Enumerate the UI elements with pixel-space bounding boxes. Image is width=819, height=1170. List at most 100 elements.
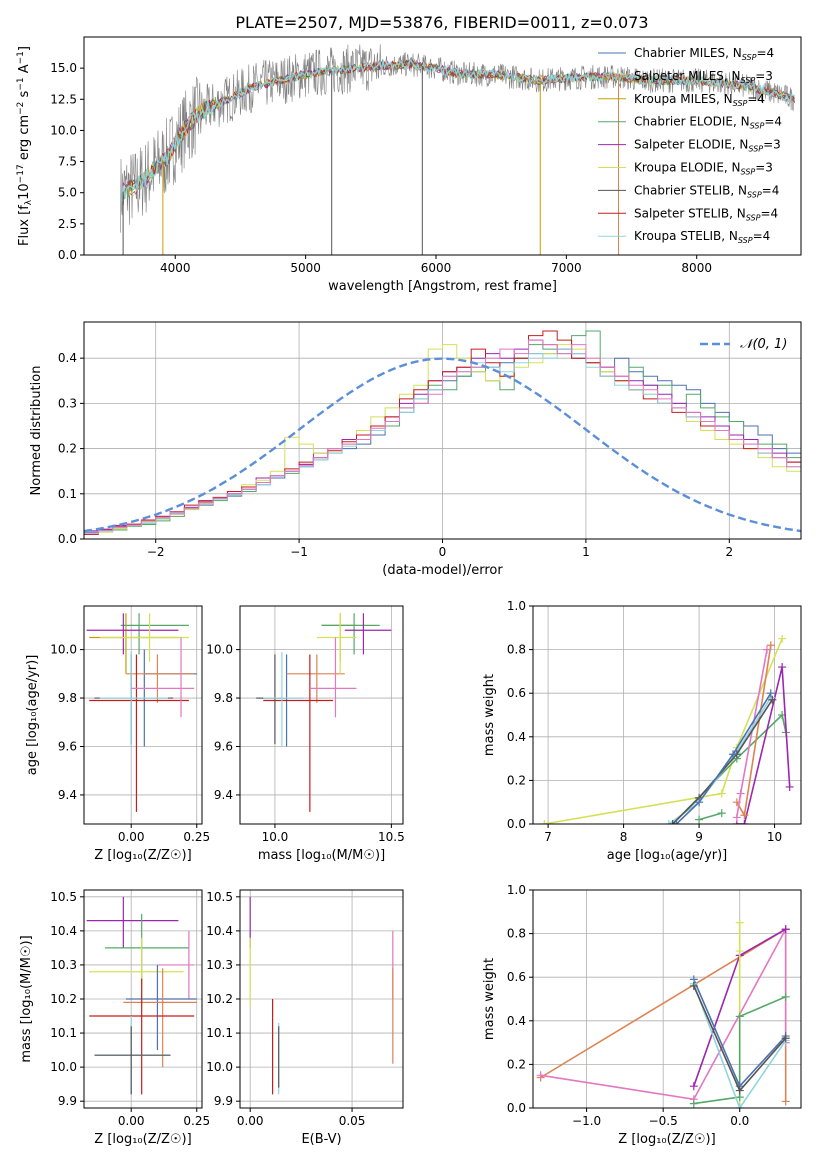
axes: −2 −1 0 1 2 0.0 0.1 0.2 0.3 0.4 (data-model)/error…: [29, 321, 802, 578]
y-tick-label: 0.1: [58, 487, 77, 501]
y-tick-label: 0.4: [58, 351, 77, 365]
model-spectrum-line: [121, 59, 795, 201]
y-tick-label: 5.0: [58, 186, 77, 200]
x-axis-label: Z [log₁₀(Z/Z☉)]: [618, 1132, 715, 1147]
weight-marker: [732, 813, 741, 822]
y-tick-label: 9.9: [58, 1094, 77, 1108]
x-tick-label: 10.0: [262, 830, 289, 844]
y-axis-label: Normed distribution: [29, 366, 44, 496]
y-tick-label: 10.2: [50, 992, 77, 1006]
y-tick-label: 10.0: [206, 643, 233, 657]
weight-marker: [763, 645, 772, 654]
x-tick-label: 0.05: [339, 1114, 366, 1128]
weight-line: [693, 983, 787, 1108]
x-tick-label: 7: [544, 830, 552, 844]
weight-marker: [717, 789, 726, 798]
y-tick-label: 10.1: [206, 1026, 233, 1040]
weight-marker: [781, 1097, 790, 1106]
x-tick-label: 0.25: [183, 1114, 210, 1128]
legend-label: 𝒩(0, 1): [740, 337, 787, 352]
x-tick-label: 5000: [290, 261, 321, 275]
grid-lines: [240, 890, 403, 1108]
weight-marker: [668, 820, 677, 824]
x-tick-label: 10: [767, 830, 782, 844]
x-tick-label: 0.00: [118, 1114, 145, 1128]
y-tick-label: 0.6: [507, 970, 526, 984]
y-tick-label: 0.0: [507, 817, 526, 831]
y-axis-label: mass [log₁₀(M/M☉)]: [19, 935, 34, 1062]
legend-label: Chabrier MILES, NSSP=4: [634, 46, 774, 62]
y-tick-label: 10.1: [50, 1026, 77, 1040]
y-tick-label: 1.0: [507, 599, 526, 613]
y-tick-label: 7.5: [58, 155, 77, 169]
y-tick-label: 0.2: [507, 1057, 526, 1071]
weight-marker: [740, 820, 749, 824]
y-tick-label: 10.5: [50, 890, 77, 904]
x-axis-label: age [log₁₀(age/yr)]: [607, 848, 728, 863]
weight-marker: [736, 789, 745, 798]
x-tick-label: 2: [725, 545, 733, 559]
y-tick-label: 10.0: [206, 1060, 233, 1074]
weight-line: [675, 692, 772, 824]
weight-marker: [689, 1082, 698, 1091]
plot-area: [120, 44, 795, 255]
grid-lines: [84, 606, 202, 824]
axes-frame: [532, 605, 802, 825]
weight-marker: [536, 1071, 545, 1080]
plot-area: [540, 634, 794, 824]
weight-marker: [778, 663, 787, 672]
weight-marker: [778, 634, 787, 643]
weight-marker: [540, 820, 549, 824]
grid-lines: [84, 322, 801, 540]
spectrum-panel: 4000 5000 6000 7000 8000 0.0 2.5 5.0 7.5 10.0 12.5…: [16, 36, 802, 294]
weight-marker: [740, 811, 749, 820]
weight-marker: [689, 1099, 698, 1108]
x-axis-label: E(B-V): [301, 1132, 341, 1147]
grid-lines: [533, 605, 801, 825]
plot-area: [86, 896, 197, 1095]
plot-area: [536, 918, 790, 1108]
y-tick-label: 0.4: [507, 1014, 526, 1028]
x-tick-label: 0.25: [183, 830, 210, 844]
x-axis-label: Z [log₁₀(Z/Z☉)]: [94, 1132, 191, 1147]
x-tick-label: −2: [147, 545, 165, 559]
weight-marker: [781, 1034, 790, 1043]
y-tick-label: 0.2: [58, 442, 77, 456]
weight-marker: [695, 815, 704, 824]
weight-marker: [664, 820, 673, 824]
axes: 7 8 9 10 0.0 0.2 0.4 0.6 0.8 1.0 age [log₁₀(age/yr…: [482, 599, 802, 863]
x-axis-label: wavelength [Angstrom, rest frame]: [328, 279, 557, 294]
weight-marker: [785, 782, 794, 791]
y-tick-label: 0.6: [507, 686, 526, 700]
weight-marker: [689, 981, 698, 990]
y-axis-label: Flux [fλ10−17 erg cm−2 s−1 A−1]: [16, 46, 34, 246]
y-tick-label: 0.3: [58, 396, 77, 410]
legend-label: Salpeter MILES, NSSP=3: [634, 69, 773, 85]
axes: 0.00 0.05 9.9 10.0 10.1 10.2 10.3 10.4 10.5 E(B-V…: [206, 889, 404, 1147]
y-tick-label: 1.0: [507, 883, 526, 897]
y-tick-label: 0.8: [507, 927, 526, 941]
normal-curve: [84, 357, 801, 533]
x-axis-label: Z [log₁₀(Z/Z☉)]: [94, 848, 191, 863]
weight-line: [693, 996, 787, 1105]
x-tick-label: 0: [439, 545, 447, 559]
x-tick-label: 7000: [551, 261, 582, 275]
y-tick-label: 9.4: [58, 788, 77, 802]
y-tick-label: 10.0: [50, 123, 77, 137]
y-tick-label: 9.8: [214, 691, 233, 705]
plot-area: [249, 896, 394, 1095]
y-axis-label: mass weight: [482, 958, 497, 1040]
residual-histogram-panel: −2 −1 0 1 2 0.0 0.1 0.2 0.3 0.4 (data-model)/error…: [29, 321, 802, 578]
y-tick-label: 0.4: [507, 730, 526, 744]
weight-marker: [781, 925, 790, 934]
x-tick-label: 0.0: [730, 1114, 749, 1128]
y-tick-label: 2.5: [58, 217, 77, 231]
y-tick-label: 10.3: [206, 958, 233, 972]
x-tick-label: 4000: [160, 261, 191, 275]
axes: 10.0 10.5 9.4 9.6 9.8 10.0 mass [log₁₀(M/M☉)]: [206, 605, 405, 863]
weight-marker: [735, 1104, 744, 1108]
y-tick-label: 10.0: [50, 643, 77, 657]
plot-area: [86, 613, 197, 812]
legend-label: Kroupa STELIB, NSSP=4: [634, 229, 770, 245]
